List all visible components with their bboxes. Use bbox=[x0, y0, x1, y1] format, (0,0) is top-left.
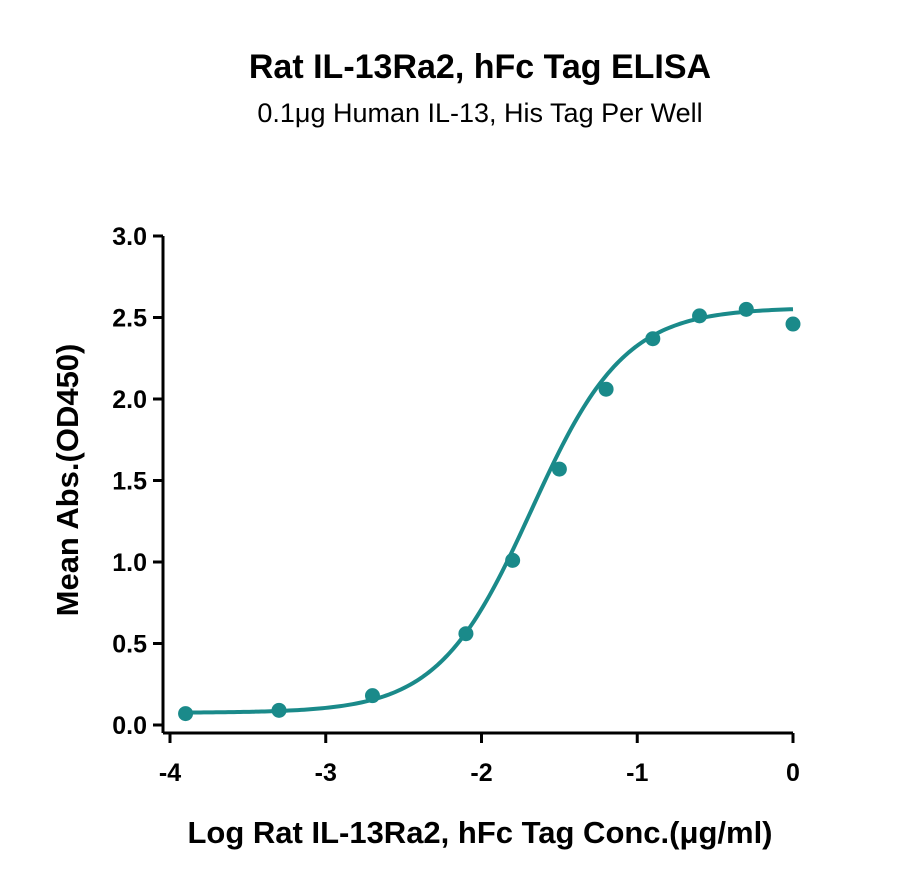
data-point bbox=[738, 301, 754, 317]
data-point bbox=[692, 308, 708, 324]
y-tick-label: 0.5 bbox=[112, 631, 147, 659]
data-point bbox=[271, 702, 287, 718]
x-axis-label: Log Rat IL-13Ra2, hFc Tag Conc.(μg/ml) bbox=[187, 815, 772, 850]
data-point bbox=[785, 316, 801, 332]
ticks-layer: 0.0 0.5 1.0 1.5 2.0 2.5 3.0 -4 -3 -2 -1 0 bbox=[112, 223, 800, 787]
y-tick-label: 2.0 bbox=[112, 386, 147, 414]
data-point bbox=[551, 461, 567, 477]
y-tick-label: 3.0 bbox=[112, 223, 147, 251]
chart-title: Rat IL-13Ra2, hFc Tag ELISA bbox=[249, 48, 711, 86]
data-point bbox=[505, 552, 521, 568]
y-tick-label: 1.0 bbox=[112, 549, 147, 577]
fit-curve-layer bbox=[185, 307, 794, 715]
fit-curve bbox=[185, 307, 794, 715]
x-tick-label: -3 bbox=[315, 759, 337, 787]
data-point bbox=[178, 706, 194, 722]
y-tick-label: 0.0 bbox=[112, 712, 147, 740]
y-axis-label: Mean Abs.(OD450) bbox=[50, 344, 85, 617]
x-tick-label: 0 bbox=[786, 759, 800, 787]
x-tick-label: -4 bbox=[159, 759, 181, 787]
chart-subtitle: 0.1μg Human IL-13, His Tag Per Well bbox=[257, 98, 702, 128]
x-tick-label: -2 bbox=[470, 759, 492, 787]
data-points-layer bbox=[178, 301, 801, 722]
data-point bbox=[645, 331, 661, 347]
y-tick-label: 1.5 bbox=[112, 468, 147, 496]
data-point bbox=[598, 381, 614, 397]
data-point bbox=[458, 626, 474, 642]
y-tick-label: 2.5 bbox=[112, 305, 147, 333]
data-point bbox=[364, 688, 380, 704]
x-tick-label: -1 bbox=[626, 759, 648, 787]
